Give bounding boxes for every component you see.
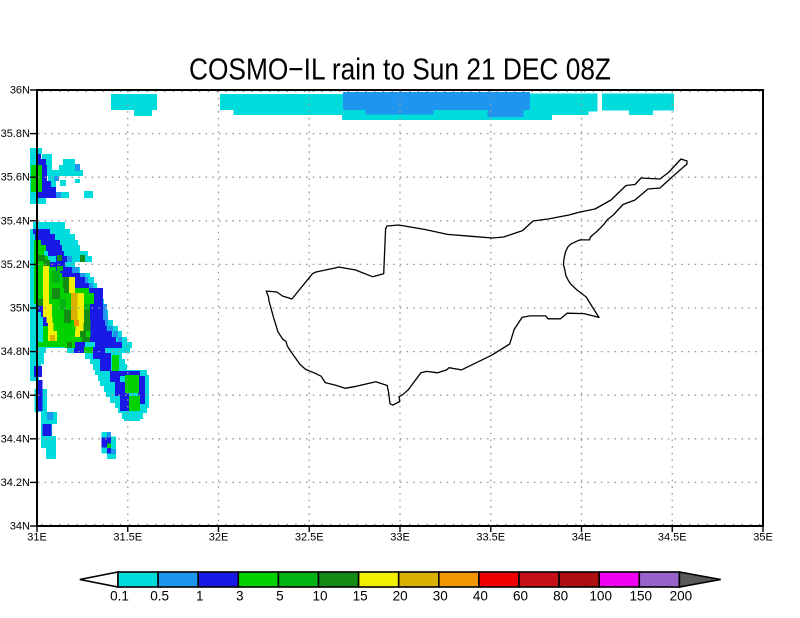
svg-text:33.5E: 33.5E [476, 532, 505, 544]
svg-text:35N: 35N [10, 303, 30, 315]
svg-text:200: 200 [670, 589, 693, 604]
svg-text:35.4N: 35.4N [1, 215, 30, 227]
svg-text:0.5: 0.5 [150, 589, 169, 604]
svg-text:40: 40 [473, 589, 488, 604]
svg-text:31E: 31E [27, 532, 47, 544]
svg-text:36N: 36N [10, 85, 30, 97]
svg-text:34.5E: 34.5E [658, 532, 687, 544]
svg-text:15: 15 [353, 589, 368, 604]
svg-text:34.4N: 34.4N [1, 433, 30, 445]
svg-text:100: 100 [589, 589, 612, 604]
svg-text:80: 80 [553, 589, 568, 604]
svg-text:20: 20 [393, 589, 408, 604]
svg-text:35.2N: 35.2N [1, 259, 30, 271]
svg-text:32E: 32E [209, 532, 229, 544]
svg-text:31.5E: 31.5E [113, 532, 142, 544]
svg-text:34N: 34N [10, 521, 30, 533]
svg-text:60: 60 [513, 589, 528, 604]
svg-text:35.8N: 35.8N [1, 128, 30, 140]
svg-text:33E: 33E [390, 532, 410, 544]
svg-text:3: 3 [236, 589, 244, 604]
svg-text:5: 5 [276, 589, 284, 604]
svg-text:34E: 34E [572, 532, 592, 544]
svg-text:34.6N: 34.6N [1, 390, 30, 402]
svg-text:34.2N: 34.2N [1, 477, 30, 489]
svg-text:0.1: 0.1 [110, 589, 129, 604]
svg-text:34.8N: 34.8N [1, 346, 30, 358]
svg-text:35.6N: 35.6N [1, 172, 30, 184]
svg-text:10: 10 [312, 589, 327, 604]
svg-text:35E: 35E [753, 532, 773, 544]
svg-text:32.5E: 32.5E [295, 532, 324, 544]
svg-text:150: 150 [630, 589, 653, 604]
svg-text:1: 1 [196, 589, 204, 604]
svg-text:COSMO−IL rain to Sun 21 DEC 08: COSMO−IL rain to Sun 21 DEC 08Z [189, 52, 611, 87]
svg-text:30: 30 [433, 589, 448, 604]
